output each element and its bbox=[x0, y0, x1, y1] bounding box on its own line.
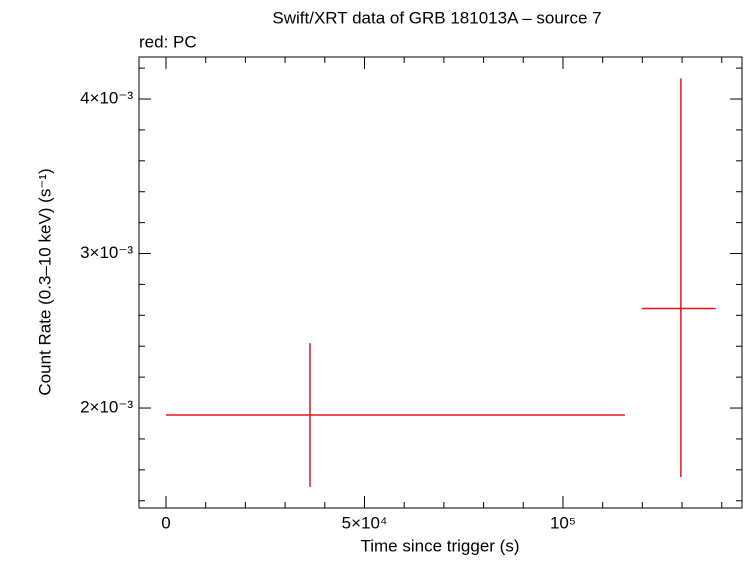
x-tick-label: 5×10⁴ bbox=[342, 513, 388, 532]
plot-frame bbox=[138, 56, 743, 509]
y-tick-label: 3×10⁻³ bbox=[80, 243, 133, 262]
y-tick-label: 4×10⁻³ bbox=[80, 89, 133, 108]
x-tick-label: 0 bbox=[161, 513, 170, 532]
chart-subtitle: red: PC bbox=[139, 32, 197, 51]
x-tick-label: 10⁵ bbox=[550, 513, 576, 532]
chart-title: Swift/XRT data of GRB 181013A – source 7 bbox=[272, 8, 601, 27]
y-axis-label: Count Rate (0.3–10 keV) (s⁻¹) bbox=[35, 168, 54, 395]
y-tick-label: 2×10⁻³ bbox=[80, 398, 133, 417]
x-axis-label: Time since trigger (s) bbox=[360, 536, 519, 555]
